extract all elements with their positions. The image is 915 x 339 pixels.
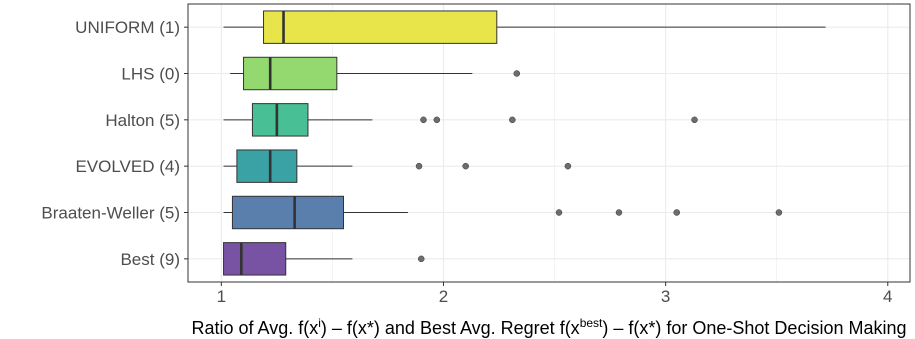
outlier-point bbox=[615, 209, 623, 216]
boxes-layer bbox=[223, 10, 826, 276]
box-iqr bbox=[236, 149, 298, 183]
category-label: LHS (0) bbox=[121, 65, 180, 84]
box-group bbox=[230, 56, 521, 91]
box-iqr bbox=[223, 242, 287, 276]
x-tick-label: 1 bbox=[217, 287, 226, 306]
category-label: Best (9) bbox=[120, 250, 180, 269]
category-label: EVOLVED (4) bbox=[75, 157, 180, 176]
box-group bbox=[223, 103, 698, 137]
box-group bbox=[223, 149, 572, 183]
outlier-point bbox=[433, 116, 441, 124]
box-group bbox=[223, 242, 425, 276]
outlier-point bbox=[775, 209, 783, 216]
category-labels: UNIFORM (1) LHS (0) Halton (5) EVOLVED (4) B… bbox=[41, 18, 188, 269]
x-axis-title-text: Ratio of Avg. f(x bbox=[192, 318, 319, 338]
x-tick-label: 3 bbox=[661, 287, 670, 306]
category-label: Halton (5) bbox=[105, 111, 180, 130]
x-axis-title-text: ) – f(x*) for One-Shot Decision Making bbox=[602, 318, 906, 338]
box-iqr bbox=[263, 10, 498, 44]
x-axis-title: Ratio of Avg. f(xi) – f(x*) and Best Avg… bbox=[192, 316, 907, 338]
outlier-point bbox=[420, 116, 427, 124]
box-iqr bbox=[251, 103, 309, 137]
box-group bbox=[223, 10, 826, 44]
outlier-point bbox=[564, 162, 572, 170]
outlier-point bbox=[462, 162, 469, 170]
box-iqr bbox=[243, 56, 338, 91]
box-group bbox=[223, 195, 783, 230]
plot-border bbox=[187, 3, 911, 283]
x-tick-label: 4 bbox=[883, 287, 892, 306]
outlier-point bbox=[555, 209, 563, 216]
outlier-point bbox=[673, 209, 680, 216]
x-axis: 1 2 3 4 bbox=[217, 282, 893, 306]
outlier-point bbox=[415, 162, 423, 170]
category-label: Braaten-Weller (5) bbox=[41, 204, 180, 223]
x-axis-title-superscript: i bbox=[318, 316, 321, 330]
x-tick-label: 2 bbox=[439, 287, 448, 306]
x-axis-title-text: ) – f(x*) and Best Avg. Regret f(x bbox=[321, 318, 580, 338]
outlier-point bbox=[509, 116, 516, 124]
box-iqr bbox=[231, 195, 345, 230]
outlier-point bbox=[691, 116, 698, 124]
plot-panel bbox=[188, 4, 910, 282]
outlier-point bbox=[513, 70, 521, 77]
x-axis-title-superscript: best bbox=[580, 316, 603, 330]
outlier-point bbox=[418, 255, 425, 263]
category-label: UNIFORM (1) bbox=[75, 18, 180, 37]
